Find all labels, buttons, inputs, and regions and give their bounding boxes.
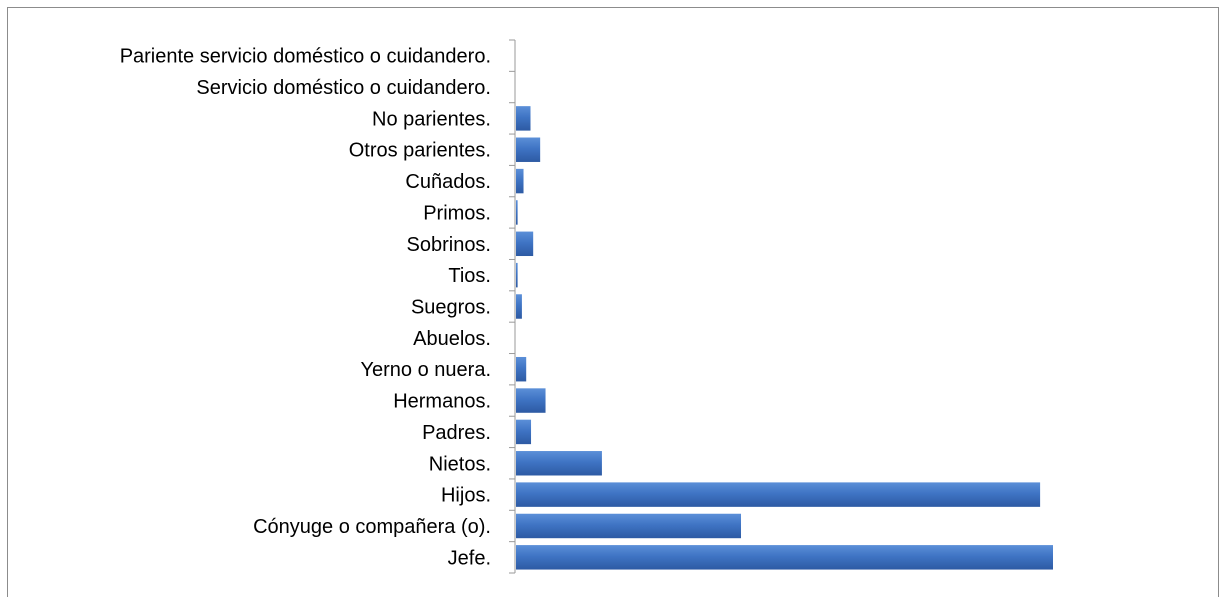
category-label: Yerno o nuera. bbox=[361, 359, 491, 381]
category-label: Primos. bbox=[423, 202, 491, 224]
category-label: Cuñados. bbox=[405, 171, 491, 193]
chart-frame: Jefe. Cónyuge o compañera (o). Hijos. Nieto… bbox=[7, 7, 1219, 597]
bar-6 bbox=[516, 356, 527, 382]
bar-2 bbox=[516, 482, 1041, 507]
category-label: Pariente servicio doméstico o cuidandero… bbox=[120, 46, 491, 68]
category-label: Suegros. bbox=[411, 297, 491, 319]
bar-1 bbox=[516, 513, 742, 539]
category-label: No parientes. bbox=[372, 108, 491, 130]
category-labels: Jefe. Cónyuge o compañera (o). Hijos. Nieto… bbox=[120, 46, 491, 570]
bar-14 bbox=[516, 106, 531, 131]
category-label: Hijos. bbox=[441, 485, 491, 507]
category-label: Tios. bbox=[448, 265, 491, 287]
bar-11 bbox=[516, 200, 518, 225]
category-label: Sobrinos. bbox=[407, 234, 492, 256]
y-axis bbox=[509, 39, 516, 574]
category-label: Abuelos. bbox=[413, 328, 491, 350]
category-label: Nietos. bbox=[429, 453, 491, 475]
bar-10 bbox=[516, 231, 534, 257]
category-label: Hermanos. bbox=[393, 391, 491, 413]
bar-12 bbox=[516, 168, 524, 194]
category-label: Servicio doméstico o cuidandero. bbox=[196, 77, 491, 99]
bar-13 bbox=[516, 137, 541, 162]
bar-9 bbox=[516, 262, 518, 288]
bar-4 bbox=[516, 419, 532, 445]
category-label: Jefe. bbox=[448, 547, 491, 569]
bar-0 bbox=[516, 545, 1053, 570]
bar-chart: Jefe. Cónyuge o compañera (o). Hijos. Nieto… bbox=[120, 39, 1053, 574]
bar-5 bbox=[516, 388, 546, 413]
bars-layer bbox=[516, 106, 1053, 570]
category-label: Cónyuge o compañera (o). bbox=[253, 516, 491, 538]
category-label: Padres. bbox=[422, 422, 491, 444]
bar-3 bbox=[516, 451, 602, 476]
category-label: Otros parientes. bbox=[349, 140, 491, 162]
bar-8 bbox=[516, 294, 522, 319]
